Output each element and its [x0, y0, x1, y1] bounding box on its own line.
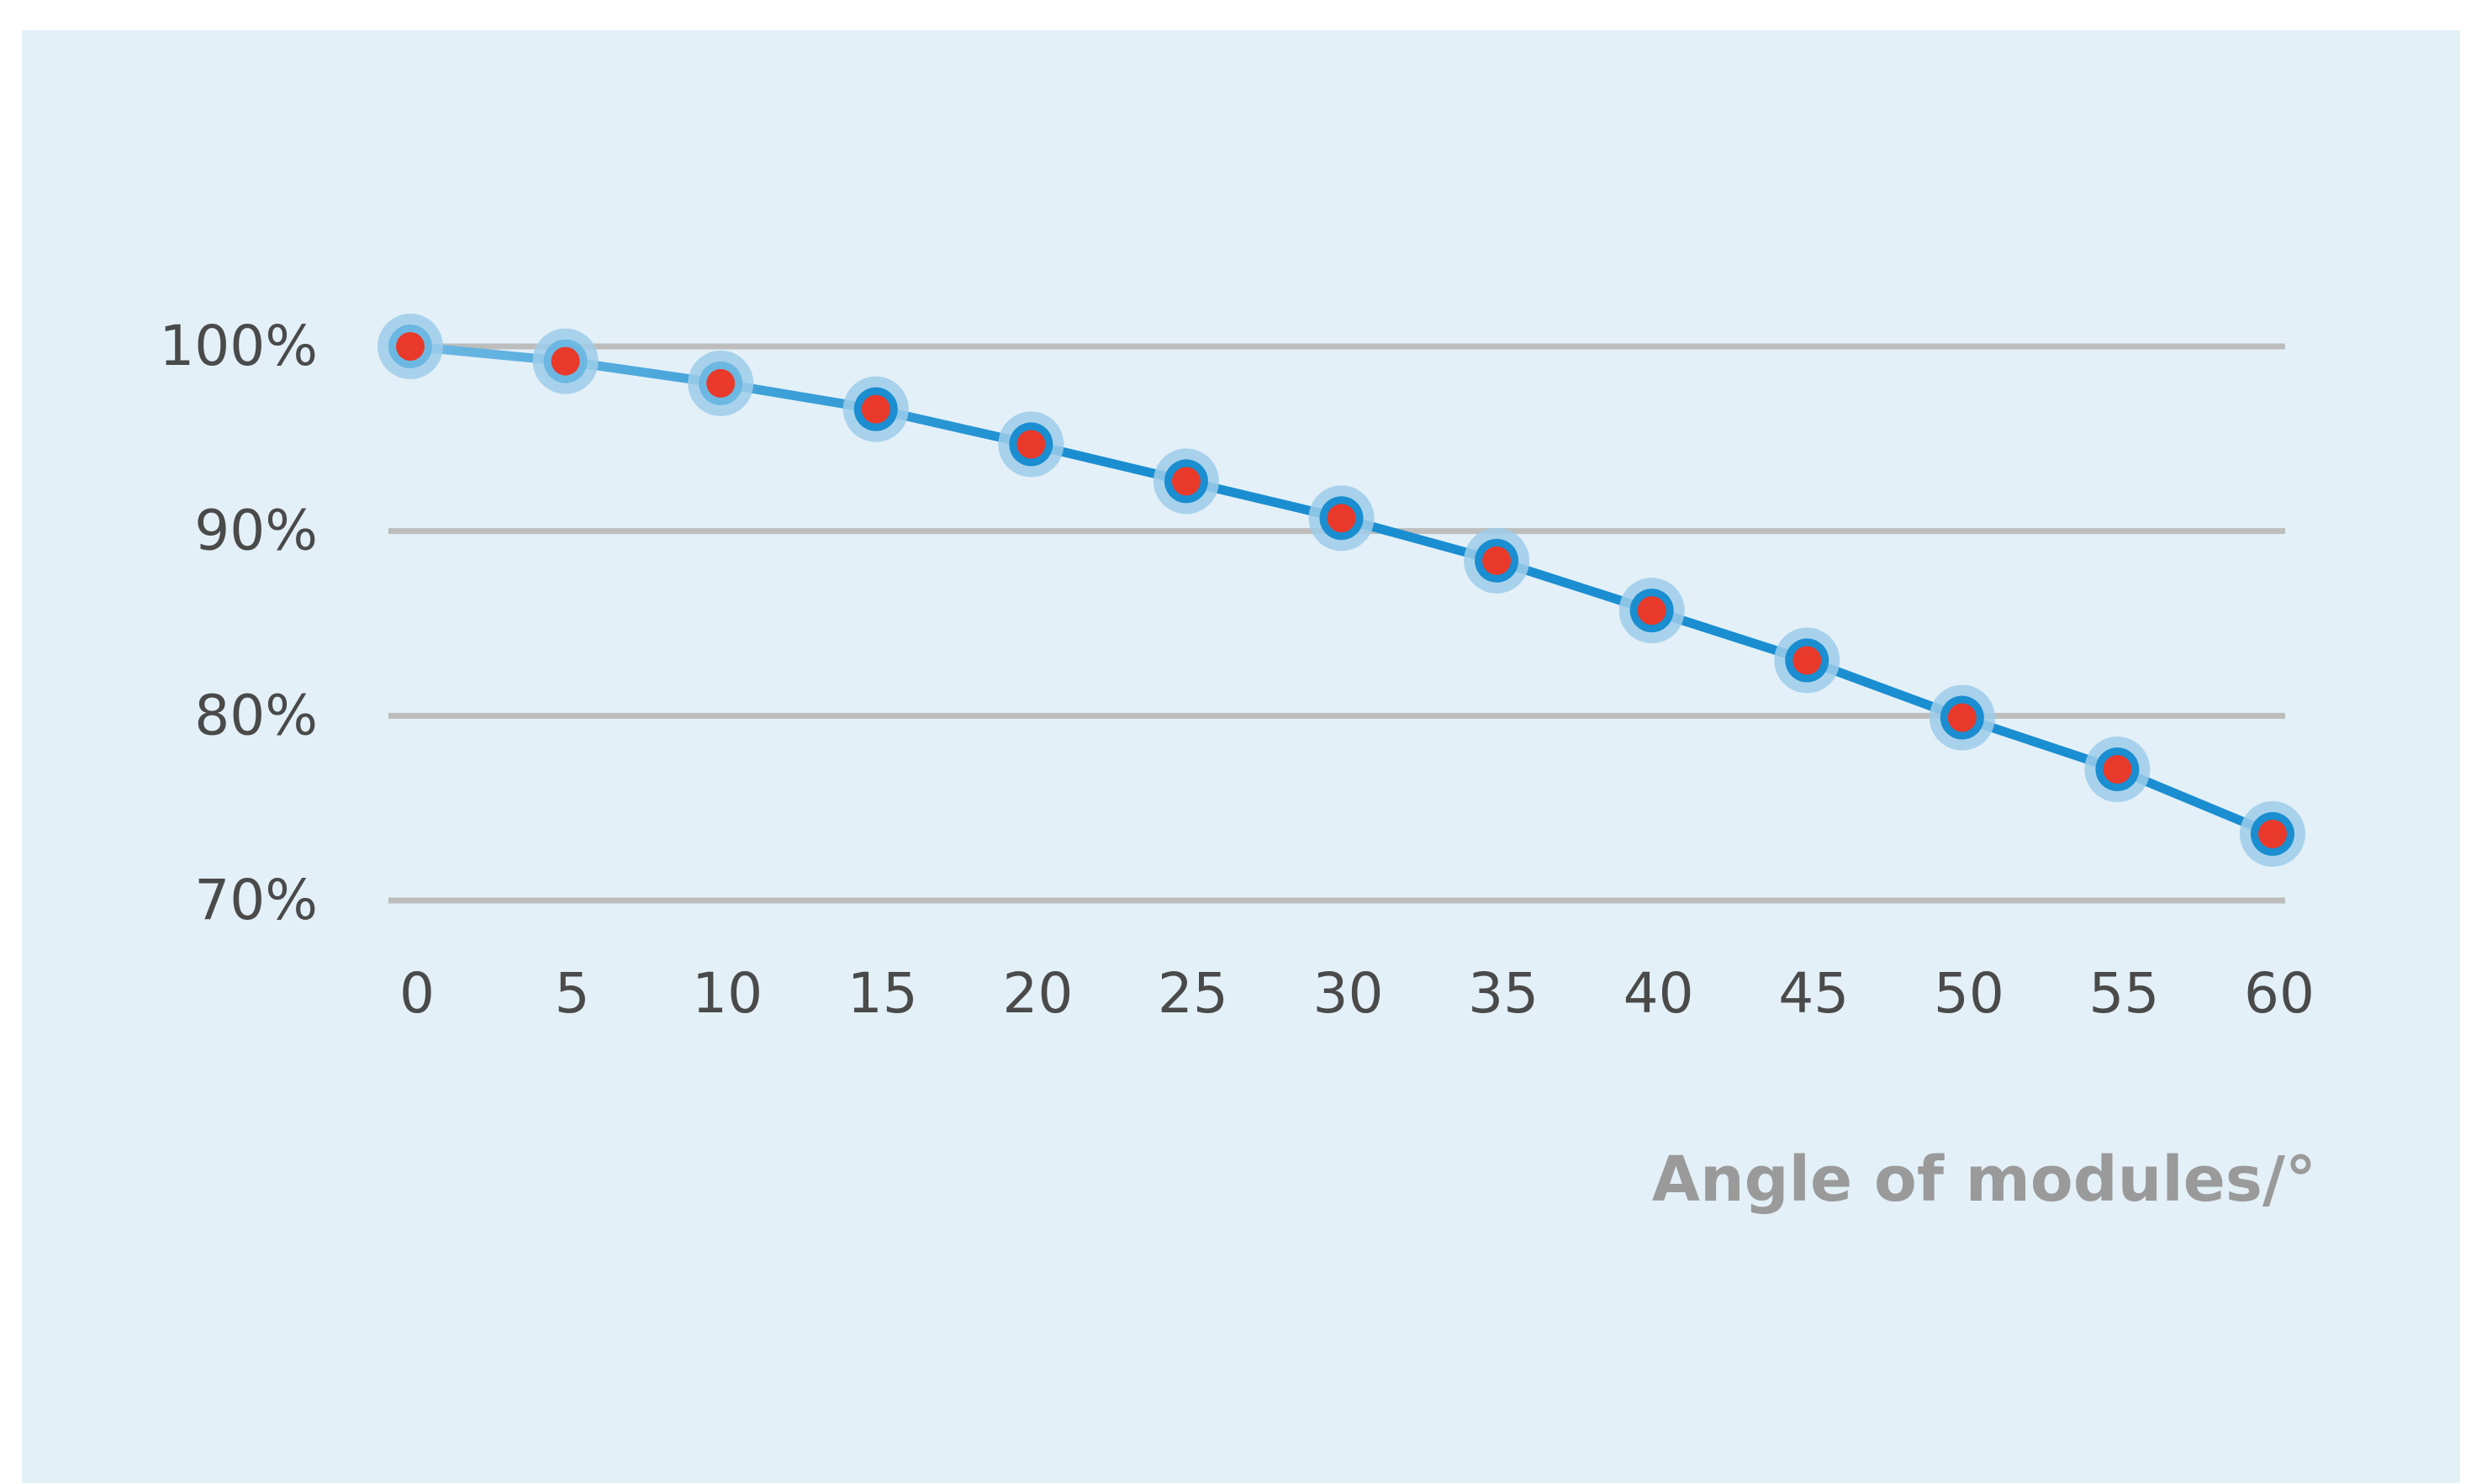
x-tick-label: 30 [1313, 961, 1384, 1026]
x-tick-label: 0 [399, 961, 435, 1026]
data-point [2084, 737, 2151, 803]
x-tick-label: 35 [1468, 961, 1539, 1026]
y-tick-label: 90% [194, 499, 318, 563]
data-point-dot [1016, 430, 1046, 459]
data-point-dot [1947, 703, 1977, 732]
data-point [1774, 627, 1840, 694]
data-point [1464, 527, 1530, 594]
data-point-dot [1327, 504, 1356, 533]
data-point-dot [2258, 819, 2287, 848]
data-point [2240, 800, 2305, 867]
series-line [405, 341, 2278, 839]
x-tick-label: 5 [555, 961, 590, 1026]
chart-background [22, 30, 2460, 1483]
data-point-dot [861, 394, 890, 424]
y-tick-label: 70% [194, 868, 318, 932]
data-point-dot [2103, 755, 2132, 784]
data-point-dot [1482, 546, 1512, 575]
x-tick-label: 50 [1934, 961, 2004, 1026]
x-axis-tick-labels: 0 5 10 15 20 25 30 35 40 45 50 55 60 [399, 961, 2315, 1026]
data-point [1153, 448, 1219, 515]
y-tick-label: 80% [194, 683, 318, 747]
data-point [842, 376, 909, 442]
x-tick-label: 15 [847, 961, 918, 1026]
x-tick-label: 10 [692, 961, 763, 1026]
x-axis-title: Angle of modules/° [1652, 1143, 2316, 1216]
data-point [998, 411, 1064, 478]
gridlines [388, 343, 2285, 904]
data-point [688, 350, 754, 416]
x-tick-label: 20 [1002, 961, 1073, 1026]
data-point-dot [396, 332, 425, 361]
data-point-dot [1171, 467, 1201, 496]
data-point-dot [551, 346, 580, 376]
data-point-dot [1792, 646, 1822, 675]
data-point [377, 314, 443, 379]
data-point [1929, 684, 1995, 751]
series-layer [377, 314, 2305, 867]
x-tick-label: 40 [1623, 961, 1694, 1026]
x-tick-label: 55 [2088, 961, 2159, 1026]
x-tick-label: 25 [1158, 961, 1228, 1026]
data-point-dot [706, 368, 736, 398]
y-axis-tick-labels: 70% 80% 90% 100% [159, 314, 318, 932]
data-point [1308, 485, 1375, 552]
data-point [1618, 578, 1685, 644]
x-tick-label: 45 [1778, 961, 1849, 1026]
data-point [532, 328, 599, 394]
y-tick-label: 100% [159, 314, 318, 378]
data-point-dot [1637, 596, 1666, 626]
x-tick-label: 60 [2244, 961, 2315, 1026]
